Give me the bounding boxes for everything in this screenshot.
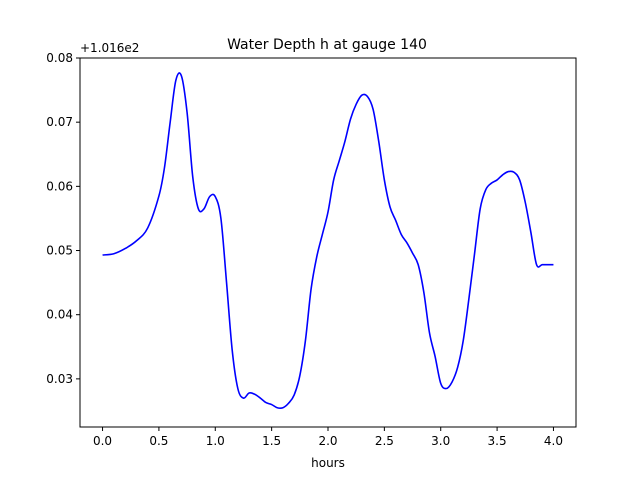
x-axis-ticks: 0.0 0.5 1.0 1.5 2.0 2.5 3.0 3.5 4.0 — [93, 427, 563, 448]
plot-frame — [79, 57, 577, 428]
x-tick-label: 0.0 — [93, 434, 112, 448]
chart-title: Water Depth h at gauge 140 — [227, 37, 427, 53]
y-axis-offset-label: +1.016e2 — [80, 41, 139, 55]
x-tick-label: 3.0 — [431, 434, 450, 448]
x-tick-label: 3.5 — [488, 434, 507, 448]
x-tick-label: 4.0 — [544, 434, 563, 448]
y-tick-label: 0.06 — [46, 179, 73, 193]
y-tick-label: 0.03 — [46, 372, 73, 386]
x-tick-label: 1.0 — [206, 434, 225, 448]
x-tick-label: 1.5 — [262, 434, 281, 448]
y-tick-label: 0.07 — [46, 115, 73, 129]
x-tick-label: 2.0 — [318, 434, 337, 448]
x-tick-label: 2.5 — [375, 434, 394, 448]
y-tick-label: 0.04 — [46, 308, 73, 322]
x-axis-label: hours — [311, 456, 345, 470]
y-tick-label: 0.08 — [46, 51, 73, 65]
x-tick-label: 0.5 — [149, 434, 168, 448]
series-line — [102, 72, 554, 410]
y-tick-label: 0.05 — [46, 244, 73, 258]
y-axis-ticks: 0.03 0.04 0.05 0.06 0.07 0.08 — [46, 51, 80, 386]
